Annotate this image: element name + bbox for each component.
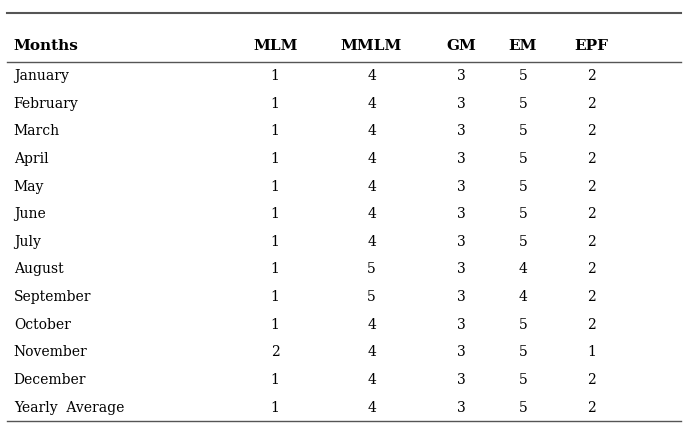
Text: 4: 4 — [367, 180, 376, 194]
Text: 3: 3 — [457, 235, 465, 249]
Text: April: April — [14, 152, 48, 166]
Text: 1: 1 — [271, 290, 279, 304]
Text: 1: 1 — [271, 373, 279, 387]
Text: 4: 4 — [367, 124, 376, 138]
Text: 3: 3 — [457, 152, 465, 166]
Text: 4: 4 — [367, 235, 376, 249]
Text: GM: GM — [446, 39, 476, 53]
Text: 1: 1 — [271, 318, 279, 332]
Text: September: September — [14, 290, 92, 304]
Text: 2: 2 — [588, 124, 596, 138]
Text: 2: 2 — [588, 373, 596, 387]
Text: 4: 4 — [367, 97, 376, 111]
Text: 3: 3 — [457, 262, 465, 276]
Text: 2: 2 — [588, 262, 596, 276]
Text: 3: 3 — [457, 318, 465, 332]
Text: 4: 4 — [367, 373, 376, 387]
Text: Months: Months — [14, 39, 78, 53]
Text: August: August — [14, 262, 63, 276]
Text: 3: 3 — [457, 373, 465, 387]
Text: 5: 5 — [519, 318, 527, 332]
Text: October: October — [14, 318, 71, 332]
Text: March: March — [14, 124, 60, 138]
Text: June: June — [14, 207, 45, 221]
Text: MLM: MLM — [253, 39, 297, 53]
Text: 3: 3 — [457, 401, 465, 415]
Text: February: February — [14, 97, 78, 111]
Text: 5: 5 — [519, 207, 527, 221]
Text: 4: 4 — [519, 290, 527, 304]
Text: July: July — [14, 235, 41, 249]
Text: 2: 2 — [588, 152, 596, 166]
Text: EM: EM — [508, 39, 537, 53]
Text: 5: 5 — [519, 97, 527, 111]
Text: December: December — [14, 373, 86, 387]
Text: 5: 5 — [367, 290, 376, 304]
Text: 3: 3 — [457, 207, 465, 221]
Text: 2: 2 — [588, 401, 596, 415]
Text: 5: 5 — [519, 152, 527, 166]
Text: 3: 3 — [457, 124, 465, 138]
Text: May: May — [14, 180, 44, 194]
Text: 5: 5 — [367, 262, 376, 276]
Text: Yearly  Average: Yearly Average — [14, 401, 124, 415]
Text: 5: 5 — [519, 124, 527, 138]
Text: 1: 1 — [271, 69, 279, 83]
Text: 4: 4 — [367, 401, 376, 415]
Text: 1: 1 — [271, 207, 279, 221]
Text: 2: 2 — [588, 318, 596, 332]
Text: 3: 3 — [457, 290, 465, 304]
Text: 1: 1 — [271, 180, 279, 194]
Text: 4: 4 — [367, 345, 376, 359]
Text: 2: 2 — [588, 235, 596, 249]
Text: 3: 3 — [457, 180, 465, 194]
Text: 4: 4 — [367, 207, 376, 221]
Text: 4: 4 — [367, 152, 376, 166]
Text: 2: 2 — [271, 345, 279, 359]
Text: 1: 1 — [271, 152, 279, 166]
Text: January: January — [14, 69, 69, 83]
Text: 3: 3 — [457, 69, 465, 83]
Text: 5: 5 — [519, 180, 527, 194]
Text: 2: 2 — [588, 97, 596, 111]
Text: 2: 2 — [588, 180, 596, 194]
Text: 1: 1 — [588, 345, 596, 359]
Text: November: November — [14, 345, 87, 359]
Text: 5: 5 — [519, 373, 527, 387]
Text: 3: 3 — [457, 345, 465, 359]
Text: 1: 1 — [271, 124, 279, 138]
Text: 4: 4 — [519, 262, 527, 276]
Text: MMLM: MMLM — [341, 39, 402, 53]
Text: 1: 1 — [271, 97, 279, 111]
Text: 5: 5 — [519, 401, 527, 415]
Text: 3: 3 — [457, 97, 465, 111]
Text: 1: 1 — [271, 262, 279, 276]
Text: 2: 2 — [588, 290, 596, 304]
Text: 2: 2 — [588, 69, 596, 83]
Text: 2: 2 — [588, 207, 596, 221]
Text: 5: 5 — [519, 69, 527, 83]
Text: 5: 5 — [519, 235, 527, 249]
Text: 4: 4 — [367, 318, 376, 332]
Text: 1: 1 — [271, 401, 279, 415]
Text: 1: 1 — [271, 235, 279, 249]
Text: 4: 4 — [367, 69, 376, 83]
Text: 5: 5 — [519, 345, 527, 359]
Text: EPF: EPF — [574, 39, 609, 53]
